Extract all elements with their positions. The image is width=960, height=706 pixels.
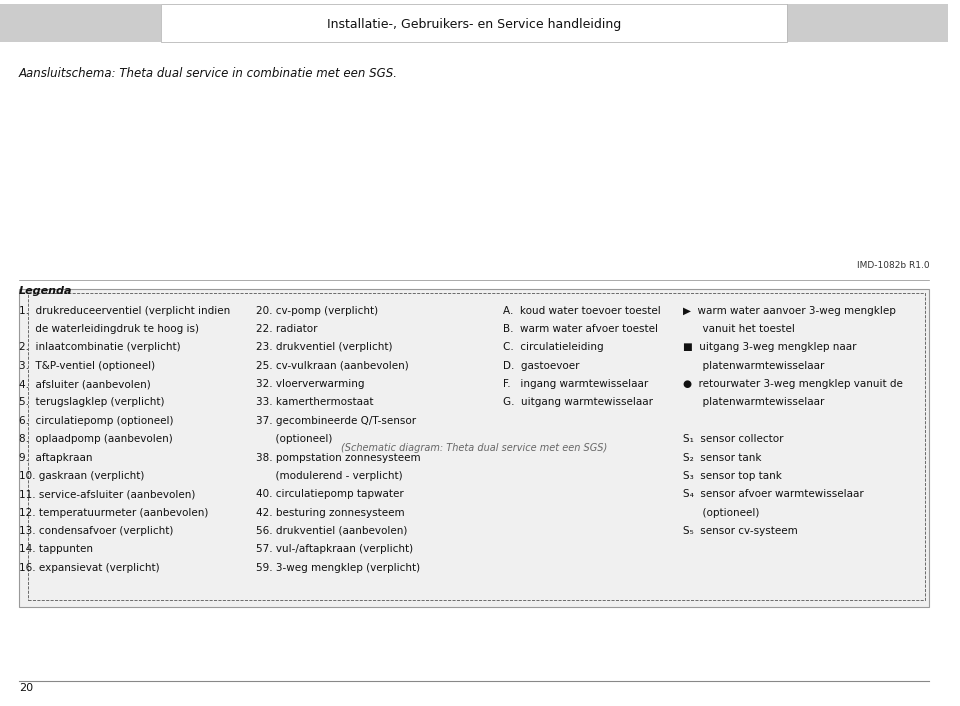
Text: 13. condensafvoer (verplicht): 13. condensafvoer (verplicht) bbox=[19, 526, 174, 536]
Text: 10. gaskraan (verplicht): 10. gaskraan (verplicht) bbox=[19, 471, 144, 481]
Bar bbox=[19, 289, 929, 607]
Text: F.   ingang warmtewisselaar: F. ingang warmtewisselaar bbox=[503, 379, 648, 389]
Text: S₂  sensor tank: S₂ sensor tank bbox=[683, 453, 761, 462]
Text: platenwarmtewisselaar: platenwarmtewisselaar bbox=[683, 361, 825, 371]
Text: vanuit het toestel: vanuit het toestel bbox=[683, 324, 795, 334]
Text: platenwarmtewisselaar: platenwarmtewisselaar bbox=[683, 397, 825, 407]
Text: (Schematic diagram: Theta dual service met een SGS): (Schematic diagram: Theta dual service m… bbox=[341, 443, 608, 453]
Text: D.  gastoevoer: D. gastoevoer bbox=[503, 361, 579, 371]
Text: Aansluitschema: Theta dual service in combinatie met een SGS.: Aansluitschema: Theta dual service in co… bbox=[19, 67, 398, 80]
Text: (optioneel): (optioneel) bbox=[256, 434, 332, 444]
Text: Legenda: Legenda bbox=[19, 286, 72, 296]
Text: ●  retourwater 3-weg mengklep vanuit de: ● retourwater 3-weg mengklep vanuit de bbox=[683, 379, 902, 389]
Text: (optioneel): (optioneel) bbox=[683, 508, 759, 517]
Text: 32. vloerverwarming: 32. vloerverwarming bbox=[256, 379, 365, 389]
Text: 25. cv-vulkraan (aanbevolen): 25. cv-vulkraan (aanbevolen) bbox=[256, 361, 409, 371]
Text: 40. circulatiepomp tapwater: 40. circulatiepomp tapwater bbox=[256, 489, 404, 499]
Text: 8.  oplaadpomp (aanbevolen): 8. oplaadpomp (aanbevolen) bbox=[19, 434, 173, 444]
Text: 1.  drukreduceerventiel (verplicht indien: 1. drukreduceerventiel (verplicht indien bbox=[19, 306, 230, 316]
Text: ▶  warm water aanvoer 3-weg mengklep: ▶ warm water aanvoer 3-weg mengklep bbox=[683, 306, 896, 316]
Text: 2.  inlaatcombinatie (verplicht): 2. inlaatcombinatie (verplicht) bbox=[19, 342, 180, 352]
Text: 37. gecombineerde Q/T-sensor: 37. gecombineerde Q/T-sensor bbox=[256, 416, 417, 426]
Text: 56. drukventiel (aanbevolen): 56. drukventiel (aanbevolen) bbox=[256, 526, 407, 536]
Text: S₃  sensor top tank: S₃ sensor top tank bbox=[683, 471, 781, 481]
Text: 38. pompstation zonnesysteem: 38. pompstation zonnesysteem bbox=[256, 453, 420, 462]
Text: 12. temperatuurmeter (aanbevolen): 12. temperatuurmeter (aanbevolen) bbox=[19, 508, 208, 517]
Text: B.  warm water afvoer toestel: B. warm water afvoer toestel bbox=[503, 324, 658, 334]
Bar bbox=[0, 4, 161, 42]
Text: 23. drukventiel (verplicht): 23. drukventiel (verplicht) bbox=[256, 342, 393, 352]
Bar bbox=[29, 293, 924, 600]
Text: IMD-1082b R1.0: IMD-1082b R1.0 bbox=[857, 261, 929, 270]
Bar bbox=[161, 4, 787, 42]
Text: 22. radiator: 22. radiator bbox=[256, 324, 318, 334]
Text: 14. tappunten: 14. tappunten bbox=[19, 544, 93, 554]
Text: 42. besturing zonnesysteem: 42. besturing zonnesysteem bbox=[256, 508, 405, 517]
Text: 9.  aftapkraan: 9. aftapkraan bbox=[19, 453, 92, 462]
Text: 59. 3-weg mengklep (verplicht): 59. 3-weg mengklep (verplicht) bbox=[256, 563, 420, 573]
Text: de waterleidingdruk te hoog is): de waterleidingdruk te hoog is) bbox=[19, 324, 199, 334]
Text: C.  circulatieleiding: C. circulatieleiding bbox=[503, 342, 603, 352]
Text: 20. cv-pomp (verplicht): 20. cv-pomp (verplicht) bbox=[256, 306, 378, 316]
Text: ■  uitgang 3-weg mengklep naar: ■ uitgang 3-weg mengklep naar bbox=[683, 342, 856, 352]
Text: G.  uitgang warmtewisselaar: G. uitgang warmtewisselaar bbox=[503, 397, 653, 407]
Text: 11. service-afsluiter (aanbevolen): 11. service-afsluiter (aanbevolen) bbox=[19, 489, 195, 499]
Text: 16. expansievat (verplicht): 16. expansievat (verplicht) bbox=[19, 563, 159, 573]
Text: S₅  sensor cv-systeem: S₅ sensor cv-systeem bbox=[683, 526, 798, 536]
Text: 3.  T&P-ventiel (optioneel): 3. T&P-ventiel (optioneel) bbox=[19, 361, 156, 371]
Text: Installatie-, Gebruikers- en Service handleiding: Installatie-, Gebruikers- en Service han… bbox=[327, 18, 621, 30]
Text: 4.  afsluiter (aanbevolen): 4. afsluiter (aanbevolen) bbox=[19, 379, 151, 389]
Text: S₁  sensor collector: S₁ sensor collector bbox=[683, 434, 783, 444]
Bar bbox=[787, 4, 948, 42]
Text: 57. vul-/aftapkraan (verplicht): 57. vul-/aftapkraan (verplicht) bbox=[256, 544, 413, 554]
Text: (modulerend - verplicht): (modulerend - verplicht) bbox=[256, 471, 402, 481]
Text: A.  koud water toevoer toestel: A. koud water toevoer toestel bbox=[503, 306, 660, 316]
Text: 33. kamerthermostaat: 33. kamerthermostaat bbox=[256, 397, 373, 407]
Text: 20: 20 bbox=[19, 683, 33, 693]
Text: 6.  circulatiepomp (optioneel): 6. circulatiepomp (optioneel) bbox=[19, 416, 174, 426]
Text: 5.  terugslagklep (verplicht): 5. terugslagklep (verplicht) bbox=[19, 397, 164, 407]
Text: S₄  sensor afvoer warmtewisselaar: S₄ sensor afvoer warmtewisselaar bbox=[683, 489, 864, 499]
